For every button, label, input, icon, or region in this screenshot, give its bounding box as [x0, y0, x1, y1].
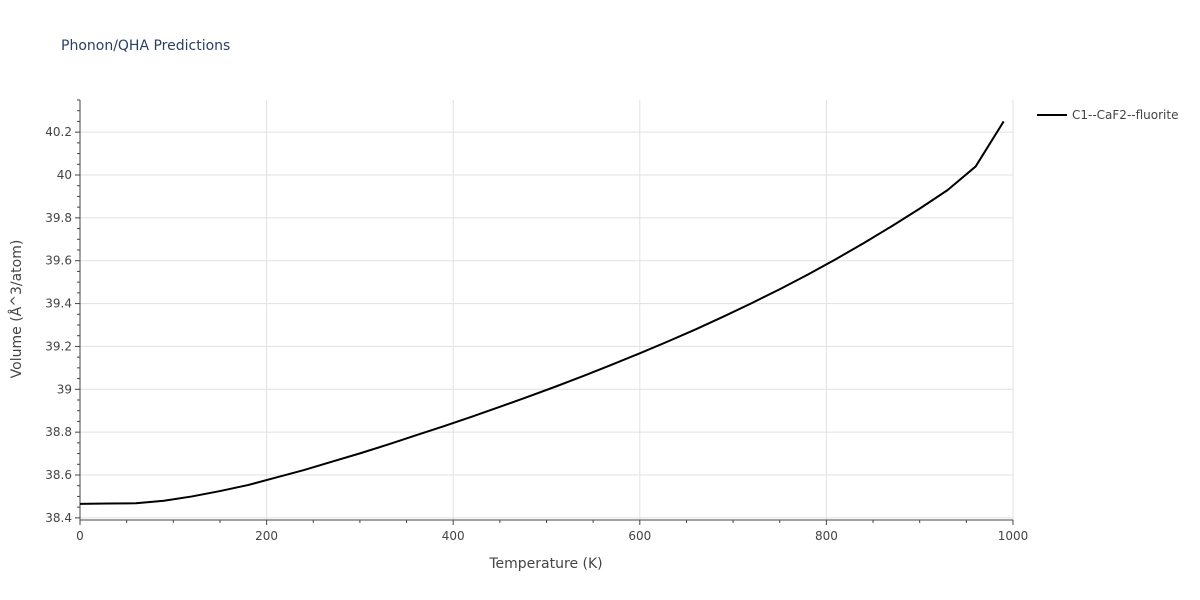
- x-tick-label: 1000: [998, 529, 1029, 543]
- x-tick-label: 0: [76, 529, 84, 543]
- legend[interactable]: C1--CaF2--fluorite: [1037, 108, 1178, 122]
- y-tick-label: 39.8: [45, 211, 72, 225]
- x-tick-label: 800: [815, 529, 838, 543]
- chart-title: Phonon/QHA Predictions: [61, 38, 230, 54]
- y-tick-label: 40.2: [45, 125, 72, 139]
- series-layer: [79, 120, 1005, 505]
- tick-labels: 0 200 400 600 800 1000 38.4 38.6 38.8 39 39.2 39.4 3…: [45, 125, 1028, 543]
- grid-lines: [80, 100, 1014, 520]
- y-axis-title: Volume (Å^3/atom): [8, 240, 25, 379]
- x-tick-label: 400: [442, 529, 465, 543]
- y-tick-label: 39.4: [45, 297, 72, 311]
- y-tick-label: 40: [57, 168, 72, 182]
- y-tick-label: 39.2: [45, 339, 72, 353]
- x-tick-label: 600: [628, 529, 651, 543]
- axes: [75, 99, 1014, 525]
- y-tick-label: 38.8: [45, 425, 72, 439]
- y-tick-label: 38.4: [45, 511, 72, 525]
- y-tick-label: 38.6: [45, 468, 72, 482]
- y-tick-label: 39.6: [45, 254, 72, 268]
- y-tick-label: 39: [57, 382, 72, 396]
- series-line-c1-caf2-fluorite[interactable]: [79, 120, 1005, 505]
- x-tick-label: 200: [255, 529, 278, 543]
- x-axis-title: Temperature (K): [488, 556, 602, 572]
- legend-label-c1-caf2-fluorite: C1--CaF2--fluorite: [1072, 108, 1178, 122]
